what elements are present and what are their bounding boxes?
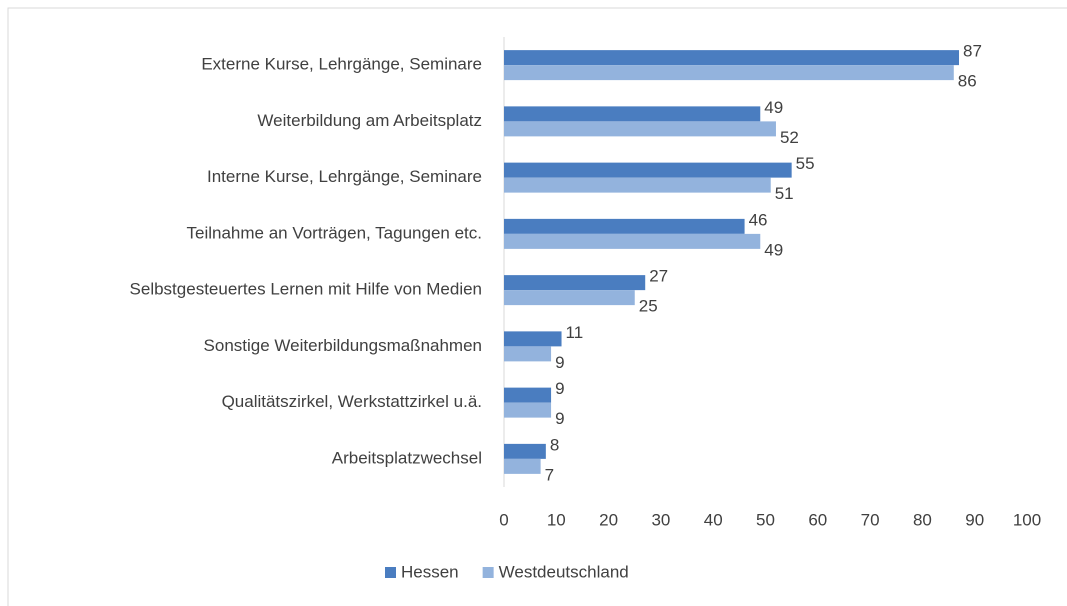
bar	[504, 218, 745, 234]
data-label: 52	[780, 128, 799, 147]
bar	[504, 387, 552, 403]
data-label: 8	[550, 435, 559, 454]
data-label: 55	[796, 154, 815, 173]
data-label: 9	[555, 409, 564, 428]
data-label: 27	[649, 267, 668, 286]
data-label: 49	[764, 240, 783, 259]
x-tick-label: 50	[756, 510, 775, 529]
bar	[504, 162, 792, 178]
legend-label: Hessen	[401, 562, 459, 581]
legend-swatch	[385, 567, 396, 578]
x-tick-label: 10	[547, 510, 566, 529]
y-tick-label: Arbeitsplatzwechsel	[332, 448, 482, 467]
legend-label: Westdeutschland	[499, 562, 629, 581]
x-tick-label: 100	[1013, 510, 1041, 529]
y-tick-label: Interne Kurse, Lehrgänge, Seminare	[207, 167, 482, 186]
data-label: 46	[749, 210, 768, 229]
data-label: 7	[545, 465, 554, 484]
x-tick-label: 20	[599, 510, 618, 529]
data-label: 51	[775, 184, 794, 203]
x-tick-label: 30	[651, 510, 670, 529]
data-label: 11	[566, 323, 584, 342]
x-tick-label: 60	[808, 510, 827, 529]
y-tick-label: Teilnahme an Vorträgen, Tagungen etc.	[186, 223, 482, 242]
bar	[504, 443, 546, 459]
data-label: 9	[555, 379, 564, 398]
bar	[504, 177, 771, 193]
x-tick-label: 40	[704, 510, 723, 529]
bar	[504, 458, 541, 474]
bar	[504, 65, 954, 81]
bar	[504, 233, 761, 249]
y-tick-label: Weiterbildung am Arbeitsplatz	[257, 111, 482, 130]
data-label: 9	[555, 353, 564, 372]
bar	[504, 290, 635, 306]
x-tick-label: 90	[965, 510, 984, 529]
legend-swatch	[482, 567, 494, 578]
chart-frame	[7, 7, 1067, 606]
bar	[504, 275, 646, 291]
bar	[504, 50, 960, 66]
data-label: 25	[639, 297, 658, 316]
data-label: 86	[958, 72, 977, 91]
data-label: 87	[963, 42, 982, 61]
data-label: 49	[764, 98, 783, 117]
y-tick-label: Sonstige Weiterbildungsmaßnahmen	[204, 336, 482, 355]
bar	[504, 402, 552, 418]
bar	[504, 331, 562, 347]
y-tick-label: Selbstgesteuertes Lernen mit Hilfe von M…	[130, 280, 482, 299]
bar	[504, 106, 761, 122]
x-tick-label: 0	[499, 510, 508, 529]
bar	[504, 121, 776, 137]
y-tick-label: Qualitätszirkel, Werkstattzirkel u.ä.	[222, 392, 482, 411]
bar	[504, 346, 552, 362]
x-tick-label: 80	[913, 510, 932, 529]
x-tick-label: 70	[861, 510, 880, 529]
y-tick-label: Externe Kurse, Lehrgänge, Seminare	[201, 55, 482, 74]
